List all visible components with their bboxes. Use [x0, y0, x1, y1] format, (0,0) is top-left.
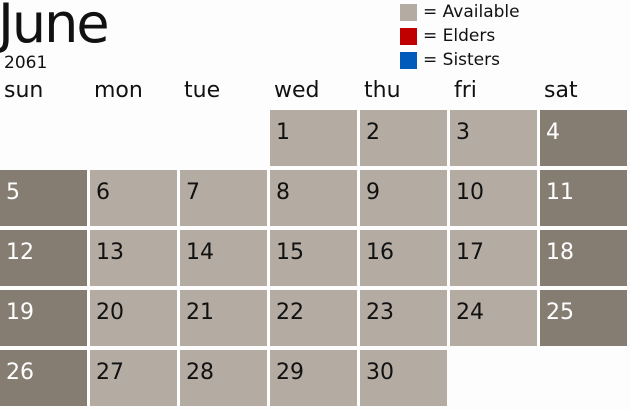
day-number: 17 [456, 240, 484, 265]
day-cell[interactable]: 24 [450, 290, 537, 346]
elders-swatch [400, 27, 417, 45]
weekday-header-sun: sun [4, 78, 44, 103]
day-number: 15 [276, 240, 304, 265]
day-number: 9 [366, 180, 380, 205]
sisters-swatch [400, 51, 417, 69]
legend-label: = Elders [423, 25, 496, 46]
day-cell[interactable]: 2 [360, 110, 447, 166]
day-cell[interactable]: 14 [180, 230, 267, 286]
day-number: 2 [366, 120, 380, 145]
month-title: June [0, 0, 110, 55]
day-cell[interactable]: 23 [360, 290, 447, 346]
weekday-header-fri: fri [454, 78, 477, 103]
day-cell[interactable]: 16 [360, 230, 447, 286]
day-cell[interactable]: 12 [0, 230, 87, 286]
day-number: 5 [6, 180, 20, 205]
day-cell[interactable]: 26 [0, 350, 87, 406]
legend-item-elders: = Elders [400, 24, 520, 48]
weekday-header-tue: tue [184, 78, 221, 103]
day-cell[interactable]: 22 [270, 290, 357, 346]
legend-label: = Sisters [423, 49, 500, 70]
day-number: 26 [6, 360, 34, 385]
day-number: 24 [456, 300, 484, 325]
day-number: 16 [366, 240, 394, 265]
day-cell[interactable]: 19 [0, 290, 87, 346]
day-number: 28 [186, 360, 214, 385]
day-cell[interactable]: 28 [180, 350, 267, 406]
day-number: 6 [96, 180, 110, 205]
day-cell[interactable]: 21 [180, 290, 267, 346]
day-cell[interactable]: 29 [270, 350, 357, 406]
day-cell[interactable]: 27 [90, 350, 177, 406]
weekday-header-thu: thu [364, 78, 401, 103]
day-number: 8 [276, 180, 290, 205]
weekday-header-wed: wed [274, 78, 320, 103]
day-number: 12 [6, 240, 34, 265]
day-cell[interactable]: 9 [360, 170, 447, 226]
day-cell[interactable]: 1 [270, 110, 357, 166]
day-number: 21 [186, 300, 214, 325]
day-cell[interactable]: 30 [360, 350, 447, 406]
day-number: 1 [276, 120, 290, 145]
day-cell[interactable]: 8 [270, 170, 357, 226]
day-number: 19 [6, 300, 34, 325]
day-cell[interactable]: 17 [450, 230, 537, 286]
day-cell[interactable]: 4 [540, 110, 627, 166]
day-number: 10 [456, 180, 484, 205]
day-number: 29 [276, 360, 304, 385]
day-cell[interactable]: 10 [450, 170, 537, 226]
day-cell[interactable]: 18 [540, 230, 627, 286]
day-number: 30 [366, 360, 394, 385]
year-label: 2061 [4, 53, 48, 73]
day-cell[interactable]: 3 [450, 110, 537, 166]
day-number: 27 [96, 360, 124, 385]
legend-item-available: = Available [400, 0, 520, 24]
day-number: 25 [546, 300, 574, 325]
weekday-header-mon: mon [94, 78, 143, 103]
day-number: 3 [456, 120, 470, 145]
day-number: 23 [366, 300, 394, 325]
weekday-header-sat: sat [544, 78, 578, 103]
legend: = Available = Elders = Sisters [400, 0, 520, 72]
day-cell[interactable]: 15 [270, 230, 357, 286]
day-number: 13 [96, 240, 124, 265]
day-cell[interactable]: 13 [90, 230, 177, 286]
day-cell[interactable]: 7 [180, 170, 267, 226]
day-number: 20 [96, 300, 124, 325]
day-cell[interactable]: 5 [0, 170, 87, 226]
day-number: 22 [276, 300, 304, 325]
day-cell[interactable]: 25 [540, 290, 627, 346]
day-number: 14 [186, 240, 214, 265]
day-number: 18 [546, 240, 574, 265]
available-swatch [400, 3, 417, 21]
day-number: 4 [546, 120, 560, 145]
legend-item-sisters: = Sisters [400, 48, 520, 72]
day-number: 11 [546, 180, 574, 205]
day-cell[interactable]: 20 [90, 290, 177, 346]
day-cell[interactable]: 11 [540, 170, 627, 226]
day-number: 7 [186, 180, 200, 205]
legend-label: = Available [423, 1, 520, 22]
day-cell[interactable]: 6 [90, 170, 177, 226]
